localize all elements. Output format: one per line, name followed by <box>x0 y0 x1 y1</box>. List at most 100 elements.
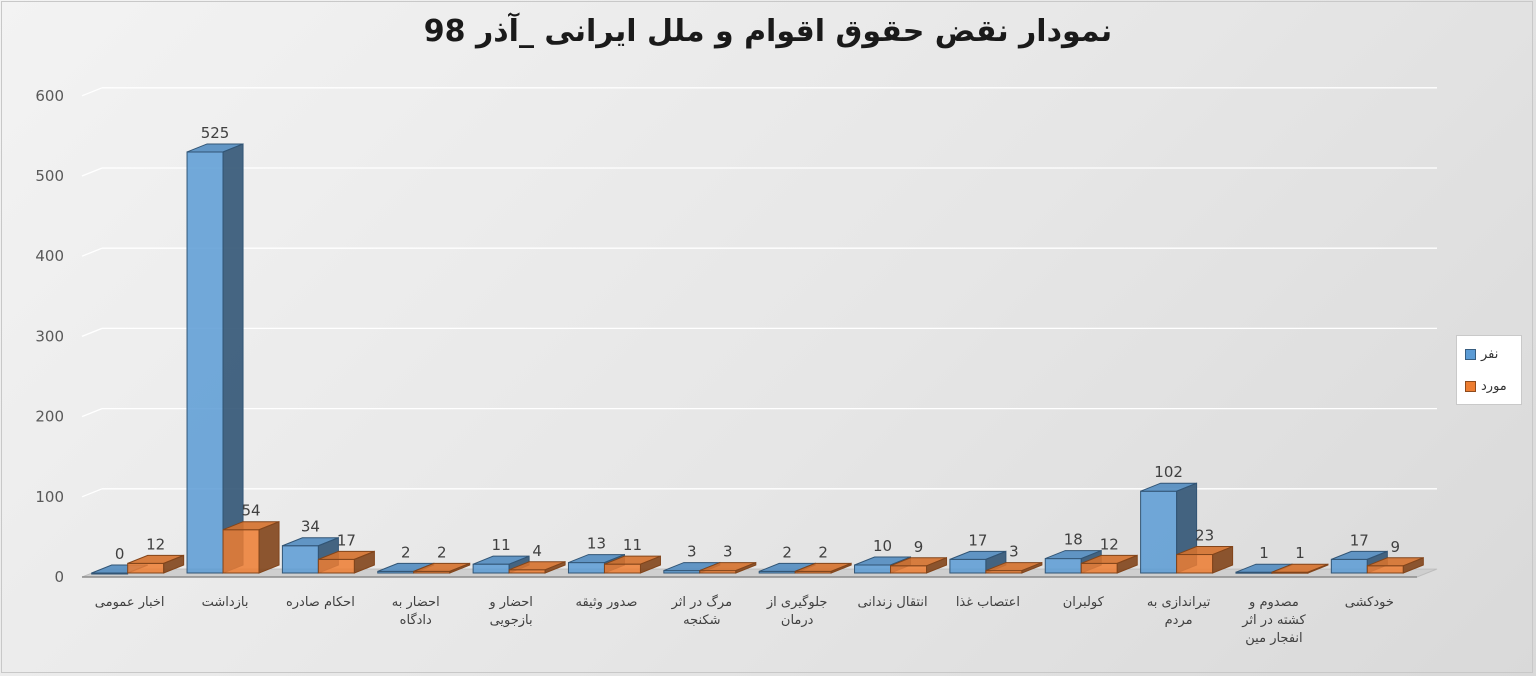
chart-title: نمودار نقض حقوق اقوام و ملل ایرانی _آذر … <box>423 14 1113 49</box>
data-label-series-1: 525 <box>201 124 230 142</box>
y-tick-label: 600 <box>35 87 64 105</box>
data-label-series-1: 1 <box>1259 544 1269 562</box>
data-label-series-2: 2 <box>437 543 447 561</box>
legend-swatch-series-2 <box>1465 380 1476 392</box>
data-label-series-2: 9 <box>914 538 924 556</box>
x-tick-label: تیراندازی به <box>1147 595 1211 610</box>
data-label-series-1: 10 <box>873 537 892 555</box>
bar-side-series-2 <box>449 562 471 574</box>
y-tick-label: 300 <box>35 327 64 345</box>
bar-front-series-2 <box>127 562 165 574</box>
x-tick-label: شکنجه <box>683 613 720 628</box>
chart-legend: نفر مورد <box>1456 335 1522 405</box>
legend-swatch-series-1 <box>1465 348 1476 360</box>
bar-front-series-1 <box>472 563 510 574</box>
bar-side-series-2 <box>830 562 852 574</box>
data-label-series-1: 13 <box>587 535 606 553</box>
legend-item-series-2: مورد <box>1465 378 1507 394</box>
bar-front-series-2 <box>1080 562 1118 574</box>
bar-side-series-2 <box>163 554 185 574</box>
y-tick-label: 0 <box>54 568 64 586</box>
data-label-series-2: 12 <box>146 535 165 553</box>
bar-side-series-2 <box>544 561 566 574</box>
x-tick-label: انتقال زندانی <box>858 595 928 610</box>
bar-front-series-1 <box>1330 558 1368 574</box>
bar-front-series-2 <box>1366 565 1404 574</box>
bar-side-series-2 <box>1307 563 1329 574</box>
x-tick-label: احضار به <box>392 595 440 610</box>
data-label-series-1: 17 <box>968 531 987 549</box>
x-tick-label: اعتصاب غذا <box>956 595 1020 610</box>
data-label-series-1: 18 <box>1064 531 1083 549</box>
data-label-series-1: 34 <box>301 518 320 536</box>
data-label-series-2: 23 <box>1195 527 1214 545</box>
x-tick-label: خودکشی <box>1345 595 1394 610</box>
data-label-series-2: 3 <box>1009 543 1019 561</box>
bar-side-series-2 <box>1212 545 1234 574</box>
x-tick-label: کولبران <box>1063 595 1105 610</box>
bar-side-series-2 <box>735 561 757 574</box>
bar-front-series-1 <box>1044 558 1082 574</box>
bar-side-series-1 <box>222 143 244 574</box>
x-tick-label: احضار و <box>488 595 533 610</box>
bar-side-series-2 <box>258 520 280 574</box>
bar-side-series-2 <box>1116 554 1138 574</box>
legend-item-series-1: نفر <box>1465 346 1498 362</box>
data-label-series-1: 17 <box>1350 531 1369 549</box>
legend-label-series-1: نفر <box>1481 346 1499 362</box>
y-tick-label: 500 <box>35 167 64 185</box>
data-label-series-1: 2 <box>782 543 792 561</box>
x-tick-label: مرگ در اثر <box>671 593 733 610</box>
data-label-series-1: 11 <box>492 536 511 554</box>
bar-front-series-1 <box>567 562 605 574</box>
bar-front-series-2 <box>603 563 641 574</box>
bar-side-series-2 <box>1021 561 1043 574</box>
data-label-series-2: 3 <box>723 543 733 561</box>
data-label-series-2: 9 <box>1391 538 1401 556</box>
x-tick-label: بازجویی <box>490 613 533 628</box>
gridline-left <box>81 488 103 498</box>
y-tick-label: 200 <box>35 408 64 426</box>
data-label-series-1: 3 <box>687 543 697 561</box>
x-tick-label: مصدوم و <box>1248 595 1299 610</box>
bar-side-series-2 <box>353 550 375 574</box>
x-tick-label: مردم <box>1165 613 1193 628</box>
x-tick-label: کشته در اثر <box>1241 613 1306 628</box>
data-label-series-2: 4 <box>532 542 542 560</box>
bar-side-series-2 <box>639 555 661 574</box>
bar-front-series-1 <box>854 564 892 574</box>
x-tick-label: درمان <box>781 613 814 628</box>
x-tick-label: بازداشت <box>202 595 249 610</box>
x-tick-label: صدور وثیقه <box>576 595 638 610</box>
bar-front-series-1 <box>186 151 224 574</box>
gridline-left <box>81 327 103 338</box>
y-tick-label: 400 <box>35 247 64 265</box>
data-label-series-2: 54 <box>241 502 260 520</box>
legend-label-series-2: مورد <box>1481 378 1507 394</box>
bar-front-series-1 <box>1140 490 1178 574</box>
x-tick-label: اخبار عمومی <box>95 595 165 610</box>
bar-front-series-1 <box>281 545 319 574</box>
bar-front-series-2 <box>890 565 928 574</box>
data-label-series-2: 2 <box>818 543 828 561</box>
y-tick-label: 100 <box>35 488 64 506</box>
data-label-series-2: 12 <box>1100 535 1119 553</box>
bar-side-series-2 <box>926 557 948 574</box>
bar-front-series-2 <box>222 529 260 574</box>
gridline-left <box>81 247 103 257</box>
data-label-series-1: 0 <box>115 545 125 563</box>
gridline-left <box>81 87 103 97</box>
bar-side-series-2 <box>1402 557 1424 574</box>
data-label-series-1: 2 <box>401 543 411 561</box>
x-tick-label: جلوگیری از <box>766 594 828 610</box>
data-label-series-2: 11 <box>623 536 642 554</box>
bar-front-series-2 <box>1176 554 1214 574</box>
data-label-series-2: 1 <box>1295 544 1305 562</box>
x-tick-label: دادگاه <box>400 612 432 628</box>
x-tick-label: انفجار مین <box>1245 631 1302 646</box>
bar-front-series-2 <box>317 558 355 574</box>
gridline-left <box>81 167 103 177</box>
data-label-series-2: 17 <box>337 531 356 549</box>
